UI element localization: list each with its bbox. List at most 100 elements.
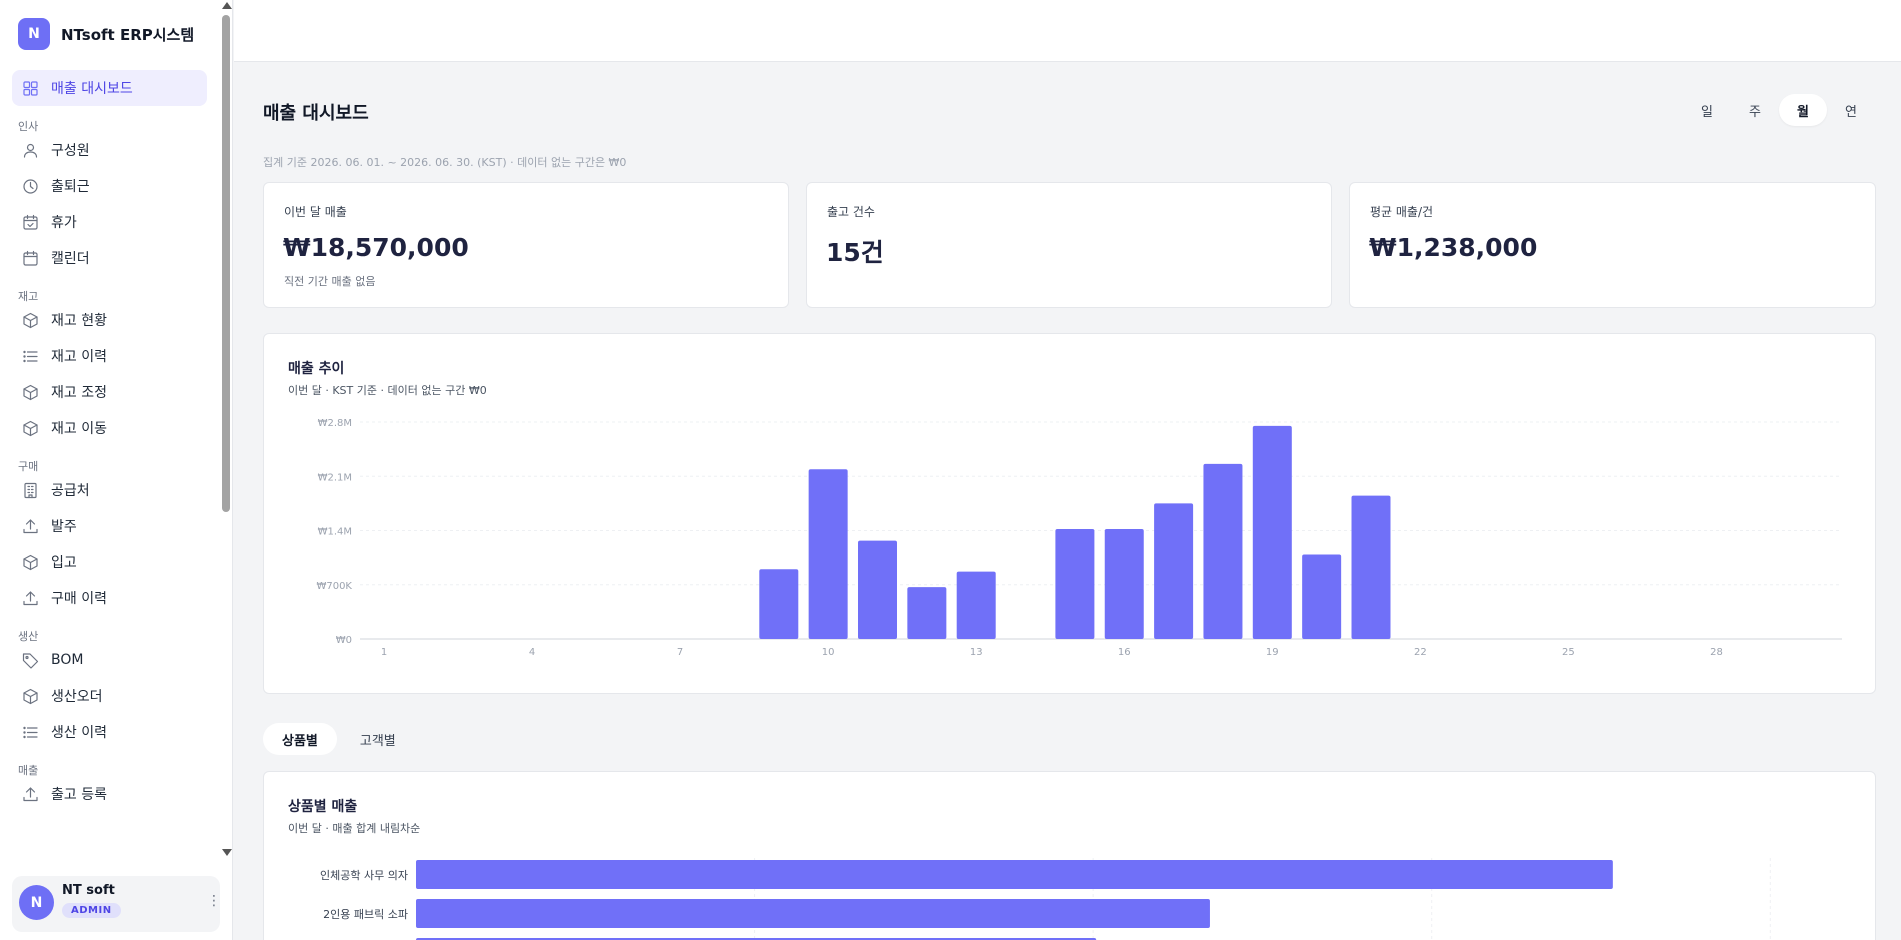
sidebar-scrollbar[interactable]: [220, 0, 233, 860]
brand[interactable]: N NTsoft ERP시스템: [18, 18, 194, 50]
product-label: 2인용 패브릭 소파: [323, 908, 408, 921]
trend-bar[interactable]: [1302, 554, 1342, 639]
trend-bar[interactable]: [808, 469, 848, 639]
period-tab-day[interactable]: 일: [1701, 104, 1713, 120]
sidebar-item-0-3[interactable]: 캘린더: [12, 240, 207, 276]
trend-bar[interactable]: [1351, 495, 1391, 639]
x-tick-label: 25: [1562, 647, 1575, 658]
tab-by-product[interactable]: 상품별: [263, 723, 337, 755]
clock-icon: [23, 178, 38, 194]
sidebar-item-label: 생산오더: [51, 689, 103, 705]
page-title: 매출 대시보드: [263, 103, 369, 124]
trend-bar[interactable]: [759, 569, 799, 639]
scroll-up-arrow-icon[interactable]: [222, 2, 232, 9]
sidebar-item-label: 발주: [51, 519, 77, 535]
x-tick-label: 7: [677, 647, 683, 658]
sidebar-item-0-2[interactable]: 휴가: [12, 204, 207, 240]
product-sales-card: 상품별 매출 이번 달 · 매출 합계 내림차순 인체공학 사무 의자 2인용 패…: [263, 771, 1876, 940]
avatar: N: [19, 885, 54, 920]
product-bar[interactable]: [416, 899, 1210, 928]
scroll-down-arrow-icon[interactable]: [222, 849, 232, 856]
period-tabs: 일 주 월 연: [1683, 94, 1875, 126]
box-icon: [23, 312, 38, 328]
kpi-value: ₩1,238,000: [1369, 233, 1538, 262]
chart-subtitle: 이번 달 · 매출 합계 내림차순: [288, 822, 421, 835]
trend-chart-card: 매출 추이 이번 달 · KST 기준 · 데이터 없는 구간 ₩0 ₩0 ₩70…: [263, 333, 1876, 694]
building-icon: [24, 482, 37, 498]
y-tick-label: ₩700K: [316, 581, 352, 592]
sidebar-item-1-0[interactable]: 재고 현황: [12, 302, 207, 338]
product-sales-chart: 인체공학 사무 의자 2인용 패브릭 소파: [320, 858, 1771, 940]
x-tick-label: 28: [1710, 647, 1723, 658]
tag-icon: [22, 652, 39, 669]
period-tab-year[interactable]: 연: [1845, 104, 1857, 120]
kpi-value: ₩18,570,000: [283, 233, 469, 262]
sidebar-item-label: 재고 조정: [51, 385, 107, 401]
sidebar-item-dashboard[interactable]: 매출 대시보드: [12, 70, 207, 106]
sidebar-section-title: 매출: [18, 764, 39, 777]
sidebar: N NTsoft ERP시스템 매출 대시보드 인사 구성원 출퇴근 휴가 캘린더 재고 재고…: [0, 0, 233, 940]
trend-bar[interactable]: [956, 571, 996, 639]
more-menu-icon[interactable]: ⋮: [207, 893, 221, 909]
breakdown-tabs: 상품별 고객별: [263, 723, 415, 755]
sidebar-section-title: 재고: [18, 290, 39, 303]
trend-bar[interactable]: [1203, 463, 1243, 639]
sidebar-item-2-1[interactable]: 발주: [12, 508, 207, 544]
upload-icon: [23, 786, 38, 801]
sidebar-item-3-1[interactable]: 생산오더: [12, 678, 207, 714]
sidebar-item-4-0[interactable]: 출고 등록: [12, 776, 207, 812]
sidebar-item-label: 캘린더: [51, 251, 90, 267]
kpi-label: 이번 달 매출: [284, 205, 347, 219]
sidebar-section-title: 구매: [18, 460, 39, 473]
scroll-thumb[interactable]: [222, 15, 230, 512]
tab-by-customer[interactable]: 고객별: [359, 733, 396, 749]
user-icon: [23, 143, 38, 158]
calendar-icon: [23, 250, 38, 266]
brand-logo: N: [18, 18, 50, 50]
sidebar-item-label: 구성원: [51, 143, 90, 159]
sidebar-item-label: 휴가: [51, 215, 77, 231]
sidebar-item-1-3[interactable]: 재고 이동: [12, 410, 207, 446]
range-note: 집계 기준 2026. 06. 01. ~ 2026. 06. 30. (KST…: [263, 156, 627, 169]
product-bar[interactable]: [416, 860, 1613, 889]
chart-title: 상품별 매출: [288, 799, 358, 815]
upload-icon: [23, 518, 38, 533]
y-tick-label: ₩0: [336, 635, 352, 646]
sidebar-item-label: 재고 이력: [51, 349, 107, 365]
trend-chart: ₩0 ₩700K ₩1.4M ₩2.1M ₩2.8M 1 4 7 10 13 16 19 22 25 28: [316, 418, 1842, 658]
trend-bar[interactable]: [1055, 528, 1095, 639]
box-icon: [23, 554, 38, 570]
trend-bar[interactable]: [1252, 425, 1292, 639]
sidebar-item-2-0[interactable]: 공급처: [12, 472, 207, 508]
sidebar-item-0-0[interactable]: 구성원: [12, 132, 207, 168]
topbar: [234, 0, 1901, 62]
user-card[interactable]: N NT soft ADMIN ⋮: [12, 876, 221, 932]
trend-bar[interactable]: [858, 540, 897, 639]
box-icon: [23, 420, 38, 436]
sidebar-item-2-3[interactable]: 구매 이력: [12, 580, 207, 616]
sidebar-item-3-0[interactable]: BOM: [12, 642, 207, 678]
sidebar-item-3-2[interactable]: 생산 이력: [12, 714, 207, 750]
kpi-card-revenue: 이번 달 매출 ₩18,570,000 직전 기간 매출 없음: [263, 182, 789, 308]
period-tab-week[interactable]: 주: [1749, 104, 1761, 120]
sidebar-item-1-2[interactable]: 재고 조정: [12, 374, 207, 410]
sidebar-item-label: BOM: [51, 652, 84, 668]
trend-bar[interactable]: [1154, 503, 1194, 639]
trend-bar[interactable]: [907, 587, 947, 639]
box-icon: [23, 384, 38, 400]
brand-name: NTsoft ERP시스템: [61, 25, 195, 44]
period-tab-month[interactable]: 월: [1779, 94, 1827, 126]
user-name: NT soft: [62, 883, 115, 898]
sidebar-item-label: 재고 이동: [51, 421, 107, 437]
sidebar-item-0-1[interactable]: 출퇴근: [12, 168, 207, 204]
sidebar-item-label: 출고 등록: [51, 787, 107, 803]
sidebar-item-1-1[interactable]: 재고 이력: [12, 338, 207, 374]
sidebar-item-label: 공급처: [51, 483, 90, 499]
x-tick-label: 16: [1118, 647, 1131, 658]
sidebar-item-2-2[interactable]: 입고: [12, 544, 207, 580]
chart-subtitle: 이번 달 · KST 기준 · 데이터 없는 구간 ₩0: [288, 384, 487, 397]
sidebar-section-title: 인사: [18, 120, 39, 133]
x-tick-label: 22: [1414, 647, 1427, 658]
kpi-value: 15건: [826, 238, 884, 267]
trend-bar[interactable]: [1104, 528, 1144, 639]
